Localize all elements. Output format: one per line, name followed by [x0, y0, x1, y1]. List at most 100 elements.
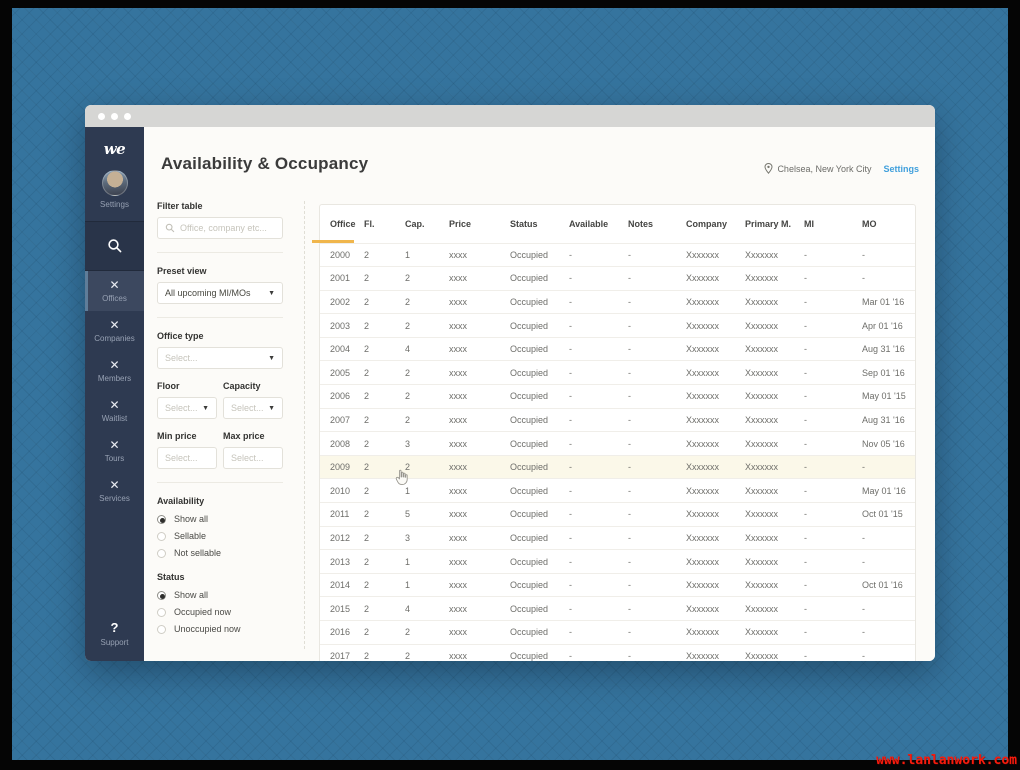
- sidebar-item-services[interactable]: ✕ Services: [85, 471, 144, 511]
- window-control-dot[interactable]: [98, 112, 105, 120]
- table-row[interactable]: 2008 2 3 xxxx Occupied - - Xxxxxxx Xxxxxxx - Nov 0…: [320, 431, 915, 456]
- table-cell: 5: [403, 502, 447, 527]
- sidebar-item-companies[interactable]: ✕ Companies: [85, 311, 144, 351]
- status-option-unoccupied-now[interactable]: Unoccupied now: [157, 624, 283, 634]
- table-row[interactable]: 2017 2 2 xxxx Occupied - - Xxxxxxx Xxxxxxx - -: [320, 643, 915, 661]
- min-price-label: Min price: [157, 431, 197, 441]
- table-cell: Mar 01 '16: [860, 289, 915, 314]
- support-label: Support: [100, 638, 129, 647]
- column-header-mo[interactable]: MO: [862, 218, 877, 229]
- window-control-dot[interactable]: [124, 112, 131, 120]
- max-price-field[interactable]: Select...: [223, 447, 283, 469]
- table-cell: 2001: [320, 266, 362, 291]
- sidebar-item-members[interactable]: ✕ Members: [85, 351, 144, 391]
- sidebar-item-tours[interactable]: ✕ Tours: [85, 431, 144, 471]
- capacity-select[interactable]: Select... ▼: [223, 397, 283, 419]
- table-cell: 1: [403, 242, 447, 267]
- table-cell: 2013: [320, 549, 362, 574]
- availability-option-not-sellable[interactable]: Not sellable: [157, 548, 283, 558]
- column-header-primarym[interactable]: Primary M.: [745, 218, 792, 229]
- location-settings-link[interactable]: Settings: [883, 163, 919, 174]
- table-cell: 2: [403, 384, 447, 409]
- column-header-notes[interactable]: Notes: [628, 218, 654, 229]
- table-row[interactable]: 2012 2 3 xxxx Occupied - - Xxxxxxx Xxxxxxx - -: [320, 525, 915, 550]
- column-header-status[interactable]: Status: [510, 218, 538, 229]
- table-cell: -: [567, 431, 626, 456]
- filter-search-field[interactable]: Office, company etc...: [157, 217, 283, 239]
- table-row[interactable]: 2007 2 2 xxxx Occupied - - Xxxxxxx Xxxxxxx - Aug 3…: [320, 407, 915, 432]
- radio-icon: [157, 531, 166, 541]
- table-row[interactable]: 2015 2 4 xxxx Occupied - - Xxxxxxx Xxxxxxx - -: [320, 596, 915, 621]
- table-cell: Occupied: [508, 407, 567, 432]
- table-row[interactable]: 2016 2 2 xxxx Occupied - - Xxxxxxx Xxxxxxx - -: [320, 620, 915, 645]
- table-cell: 2: [362, 360, 403, 385]
- column-header-office[interactable]: Office: [312, 205, 362, 243]
- table-cell: -: [860, 596, 915, 621]
- table-cell: 2016: [320, 620, 362, 645]
- table-cell: Xxxxxxx: [743, 525, 802, 550]
- table-cell: -: [860, 454, 915, 479]
- column-header-fl[interactable]: Fl.: [364, 218, 375, 229]
- location-label: Chelsea, New York City: [777, 163, 872, 174]
- sidebar-item-waitlist[interactable]: ✕ Waitlist: [85, 391, 144, 431]
- table-row[interactable]: 2002 2 2 xxxx Occupied - - Xxxxxxx Xxxxxxx - Mar 0…: [320, 289, 915, 314]
- table-cell: Xxxxxxx: [684, 620, 743, 645]
- sidebar-item-support[interactable]: ? Support: [85, 620, 144, 661]
- min-price-placeholder: Select...: [165, 453, 198, 463]
- table-row[interactable]: 2011 2 5 xxxx Occupied - - Xxxxxxx Xxxxxxx - Oct 0…: [320, 502, 915, 527]
- table-cell: 2010: [320, 478, 362, 503]
- profile-section[interactable]: Settings: [85, 166, 144, 221]
- sidebar-search[interactable]: [85, 221, 144, 271]
- table-cell: 2: [403, 360, 447, 385]
- table-cell: Occupied: [508, 596, 567, 621]
- table-cell: xxxx: [447, 431, 508, 456]
- capacity-value: Select...: [231, 403, 264, 413]
- office-type-value: Select...: [165, 353, 198, 363]
- table-cell: Occupied: [508, 431, 567, 456]
- sidebar-item-offices[interactable]: ✕ Offices: [85, 271, 144, 311]
- table-cell: -: [567, 478, 626, 503]
- main-content: Availability & Occupancy Chelsea, New Yo…: [144, 127, 935, 661]
- table-row[interactable]: 2001 2 2 xxxx Occupied - - Xxxxxxx Xxxxxxx - -: [320, 266, 915, 291]
- min-price-field[interactable]: Select...: [157, 447, 217, 469]
- window-control-dot[interactable]: [111, 112, 118, 120]
- status-option-occupied-now[interactable]: Occupied now: [157, 607, 283, 617]
- table-cell: Xxxxxxx: [743, 289, 802, 314]
- table-cell: 2004: [320, 336, 362, 361]
- avatar[interactable]: [101, 170, 128, 196]
- table-cell: xxxx: [447, 549, 508, 574]
- table-row[interactable]: 2000 2 1 xxxx Occupied - - Xxxxxxx Xxxxxxx - -: [320, 242, 915, 267]
- column-header-mi[interactable]: MI: [804, 218, 814, 229]
- max-price-placeholder: Select...: [231, 453, 264, 463]
- table-cell: -: [567, 525, 626, 550]
- table-row[interactable]: 2010 2 1 xxxx Occupied - - Xxxxxxx Xxxxxxx - May 0…: [320, 478, 915, 503]
- table-cell: -: [567, 336, 626, 361]
- table-row[interactable]: 2006 2 2 xxxx Occupied - - Xxxxxxx Xxxxxxx - May 0…: [320, 384, 915, 409]
- column-header-price[interactable]: Price: [449, 218, 472, 229]
- table-row[interactable]: 2003 2 2 xxxx Occupied - - Xxxxxxx Xxxxxxx - Apr 0…: [320, 313, 915, 338]
- window-titlebar[interactable]: [85, 105, 935, 127]
- table-cell: 4: [403, 596, 447, 621]
- sidebar-item-label: Offices: [102, 294, 127, 303]
- availability-option-show-all[interactable]: Show all: [157, 514, 283, 524]
- we-logo: we: [103, 140, 126, 158]
- table-row[interactable]: 2009 2 2 xxxx Occupied - - Xxxxxxx Xxxxxxx - -: [320, 454, 915, 479]
- table-cell: -: [802, 502, 860, 527]
- availability-option-sellable[interactable]: Sellable: [157, 531, 283, 541]
- preset-view-select[interactable]: All upcoming MI/MOs ▼: [157, 282, 283, 304]
- office-type-select[interactable]: Select... ▼: [157, 347, 283, 369]
- column-header-available[interactable]: Available: [569, 218, 609, 229]
- table-row[interactable]: 2004 2 4 xxxx Occupied - - Xxxxxxx Xxxxxxx - Aug 3…: [320, 336, 915, 361]
- table-cell: -: [802, 384, 860, 409]
- table-row[interactable]: 2013 2 1 xxxx Occupied - - Xxxxxxx Xxxxxxx - -: [320, 549, 915, 574]
- column-header-company[interactable]: Company: [686, 218, 728, 229]
- table-cell: -: [567, 596, 626, 621]
- table-row[interactable]: 2014 2 1 xxxx Occupied - - Xxxxxxx Xxxxxxx - Oct 0…: [320, 572, 915, 597]
- column-header-cap[interactable]: Cap.: [405, 218, 425, 229]
- table-body: 2000 2 1 xxxx Occupied - - Xxxxxxx Xxxxxxx - -2001…: [320, 242, 915, 661]
- preset-view-value: All upcoming MI/MOs: [165, 288, 251, 298]
- floor-select[interactable]: Select... ▼: [157, 397, 217, 419]
- table-cell: 2: [362, 431, 403, 456]
- status-option-show-all[interactable]: Show all: [157, 590, 283, 600]
- table-row[interactable]: 2005 2 2 xxxx Occupied - - Xxxxxxx Xxxxxxx - Sep 0…: [320, 360, 915, 385]
